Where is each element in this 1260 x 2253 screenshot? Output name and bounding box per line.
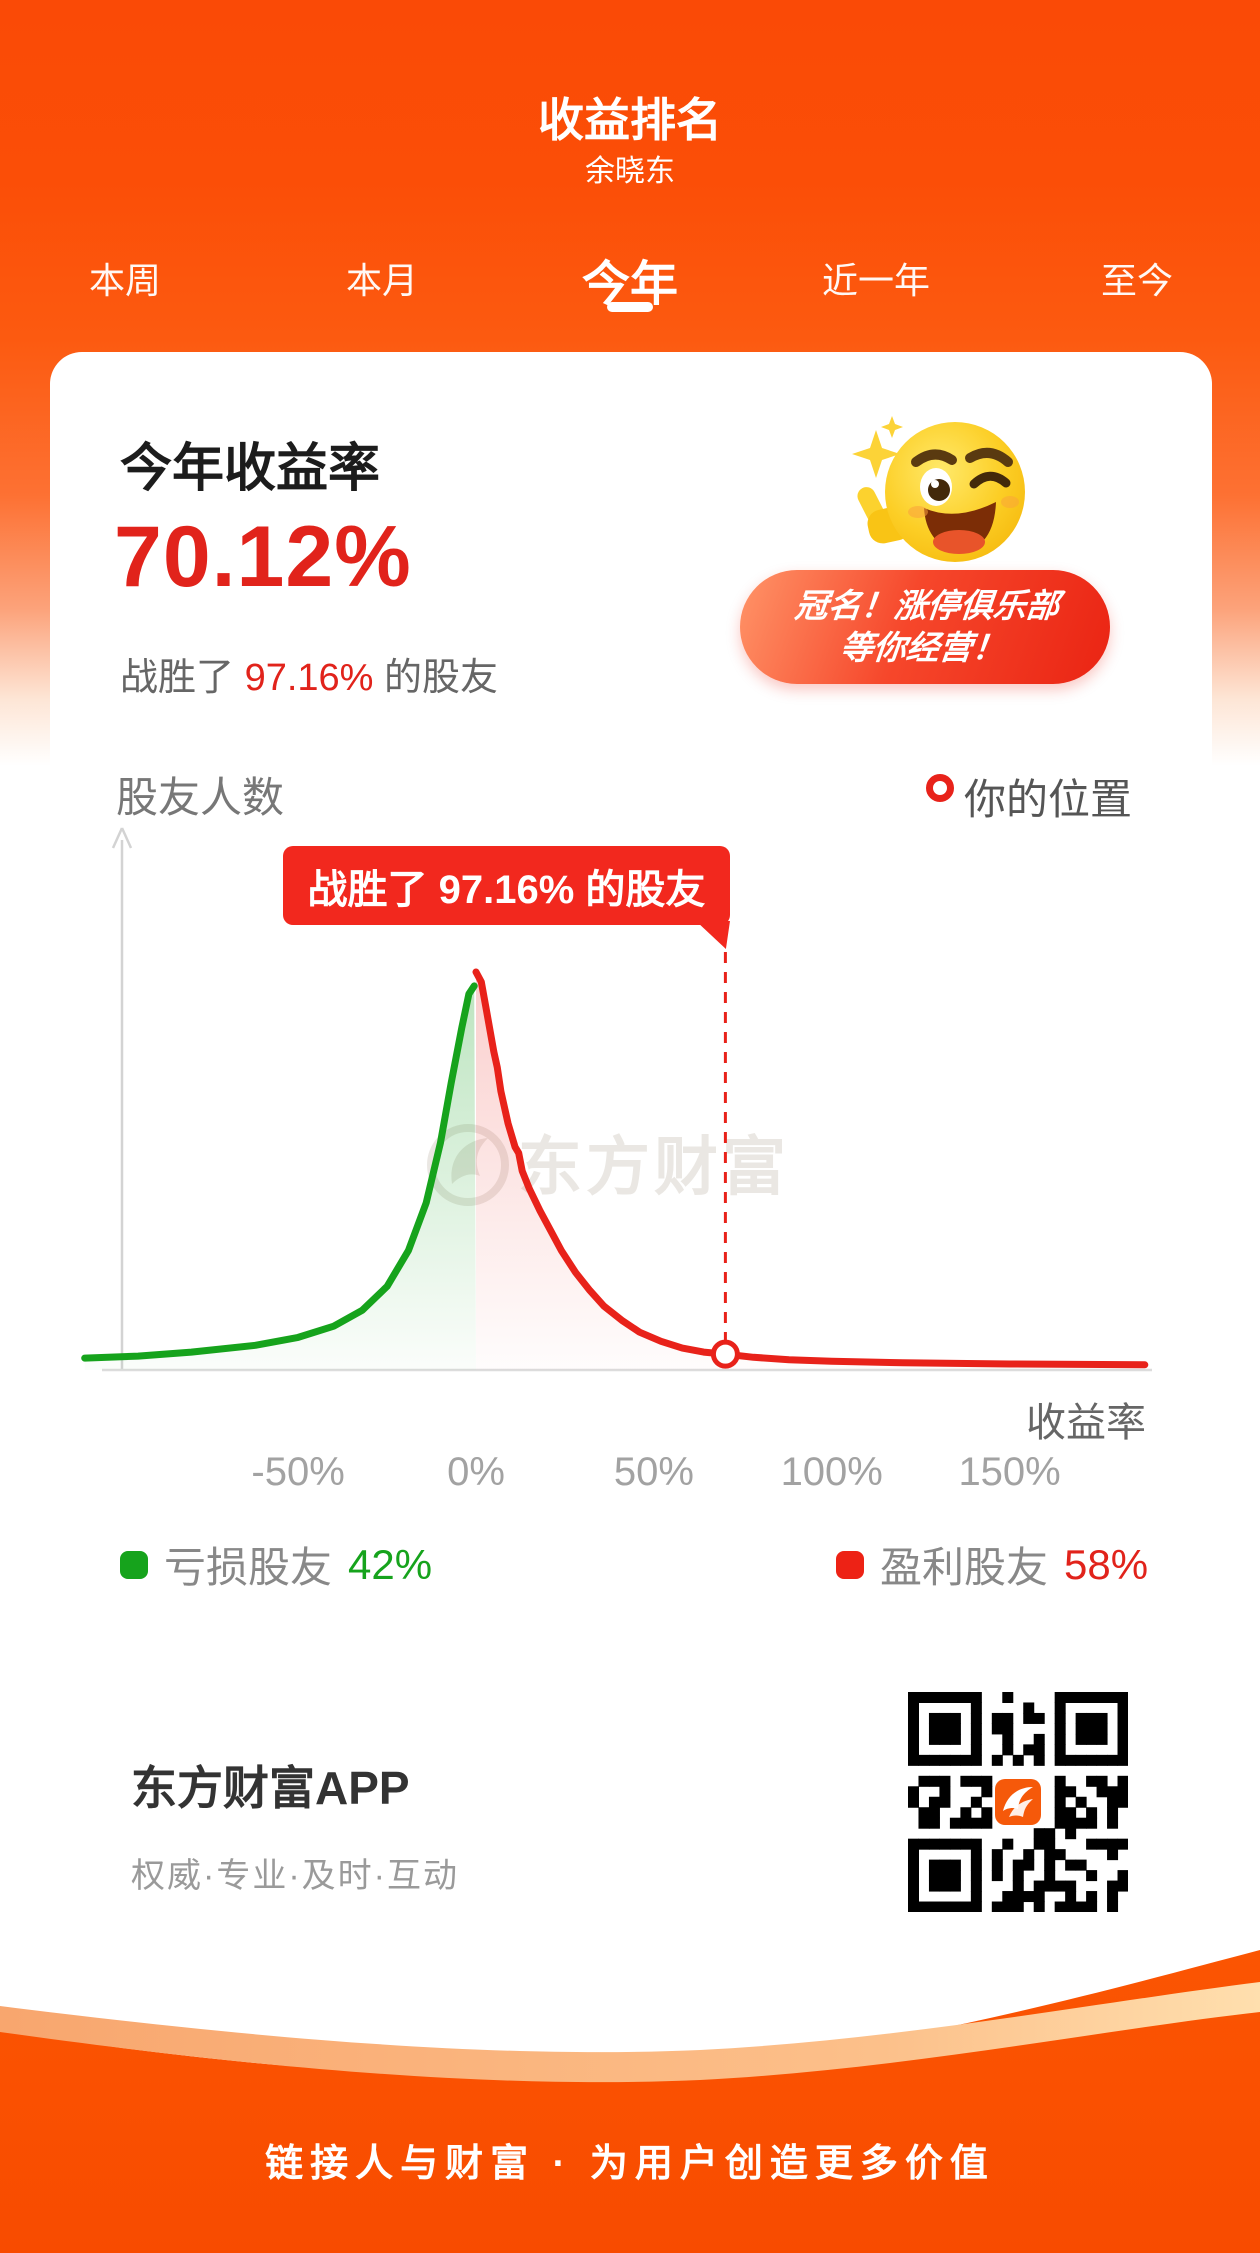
y-axis-arrow-icon <box>111 827 133 849</box>
your-position-marker-icon <box>926 774 954 802</box>
qr-center-logo-icon <box>995 1779 1041 1825</box>
footer-slogan: 链接人与财富 · 为用户创造更多价值 <box>265 2143 995 2185</box>
legend-loss: 亏损股友 42% <box>120 1534 432 1595</box>
profit-curve <box>472 968 1149 1369</box>
legend-loss-swatch-icon <box>120 1550 148 1579</box>
app-name: 东方财富APP <box>131 1762 410 1814</box>
beat-tooltip: 战胜了 97.16% 的股友 <box>283 846 730 925</box>
your-position-label: 你的位置 <box>964 776 1133 823</box>
thumbs-up-wink-emoji-icon <box>852 416 1025 562</box>
tab-past-year[interactable]: 近一年 <box>821 260 931 301</box>
y-axis-label: 股友人数 <box>116 774 285 821</box>
legend-profit-swatch-icon <box>836 1550 864 1579</box>
beat-suffix: 的股友 <box>373 657 499 699</box>
x-tick-label: 100% <box>780 1450 883 1494</box>
x-tick-label: 50% <box>613 1450 694 1494</box>
user-position-dot <box>710 1339 740 1369</box>
beat-summary: 战胜了 97.16% 的股友 <box>120 646 498 701</box>
watermark-text: 东方财富 <box>518 1131 790 1203</box>
x-axis-label: 收益率 <box>1026 1401 1146 1445</box>
footer-wave <box>0 1950 1260 2253</box>
loss-curve <box>81 982 478 1362</box>
beat-percent: 97.16% <box>244 657 374 699</box>
legend-loss-value: 42% <box>348 1540 433 1588</box>
profit-area-fill <box>476 972 1145 1370</box>
x-tick-label: 150% <box>958 1450 1061 1494</box>
tab-this-week[interactable]: 本周 <box>88 260 162 301</box>
promo-line1: 冠名！涨停俱乐部 <box>793 587 1062 624</box>
tab-this-month[interactable]: 本月 <box>345 260 419 301</box>
app-tagline: 权威·专业·及时·互动 <box>131 1857 459 1895</box>
legend-profit-value: 58% <box>1064 1540 1149 1588</box>
x-tick-label: 0% <box>447 1450 505 1494</box>
rate-label: 今年收益率 <box>120 440 381 498</box>
loss-area-fill <box>84 985 477 1370</box>
legend-loss-label: 亏损股友 <box>164 1544 333 1591</box>
x-tick-label: -50% <box>251 1450 345 1494</box>
legend-profit-label: 盈利股友 <box>880 1544 1049 1591</box>
user-name: 余晓东 <box>585 155 675 188</box>
beat-prefix: 战胜了 <box>120 657 245 699</box>
promo-badge[interactable]: 冠名！涨停俱乐部 等你经营！ <box>740 570 1110 684</box>
tab-to-date[interactable]: 至今 <box>1100 260 1174 301</box>
rate-value: 70.12% <box>114 509 412 605</box>
legend-profit: 盈利股友 58% <box>836 1534 1148 1595</box>
page-title: 收益排名 <box>538 94 722 146</box>
distribution-chart: 东方财富 <box>81 827 1152 1372</box>
sparkle-icon <box>852 416 903 478</box>
promo-badge-text: 冠名！涨停俱乐部 等你经营！ <box>789 585 1062 669</box>
active-tab-underline <box>607 302 653 312</box>
promo-line2: 等你经营！ <box>838 629 1008 666</box>
